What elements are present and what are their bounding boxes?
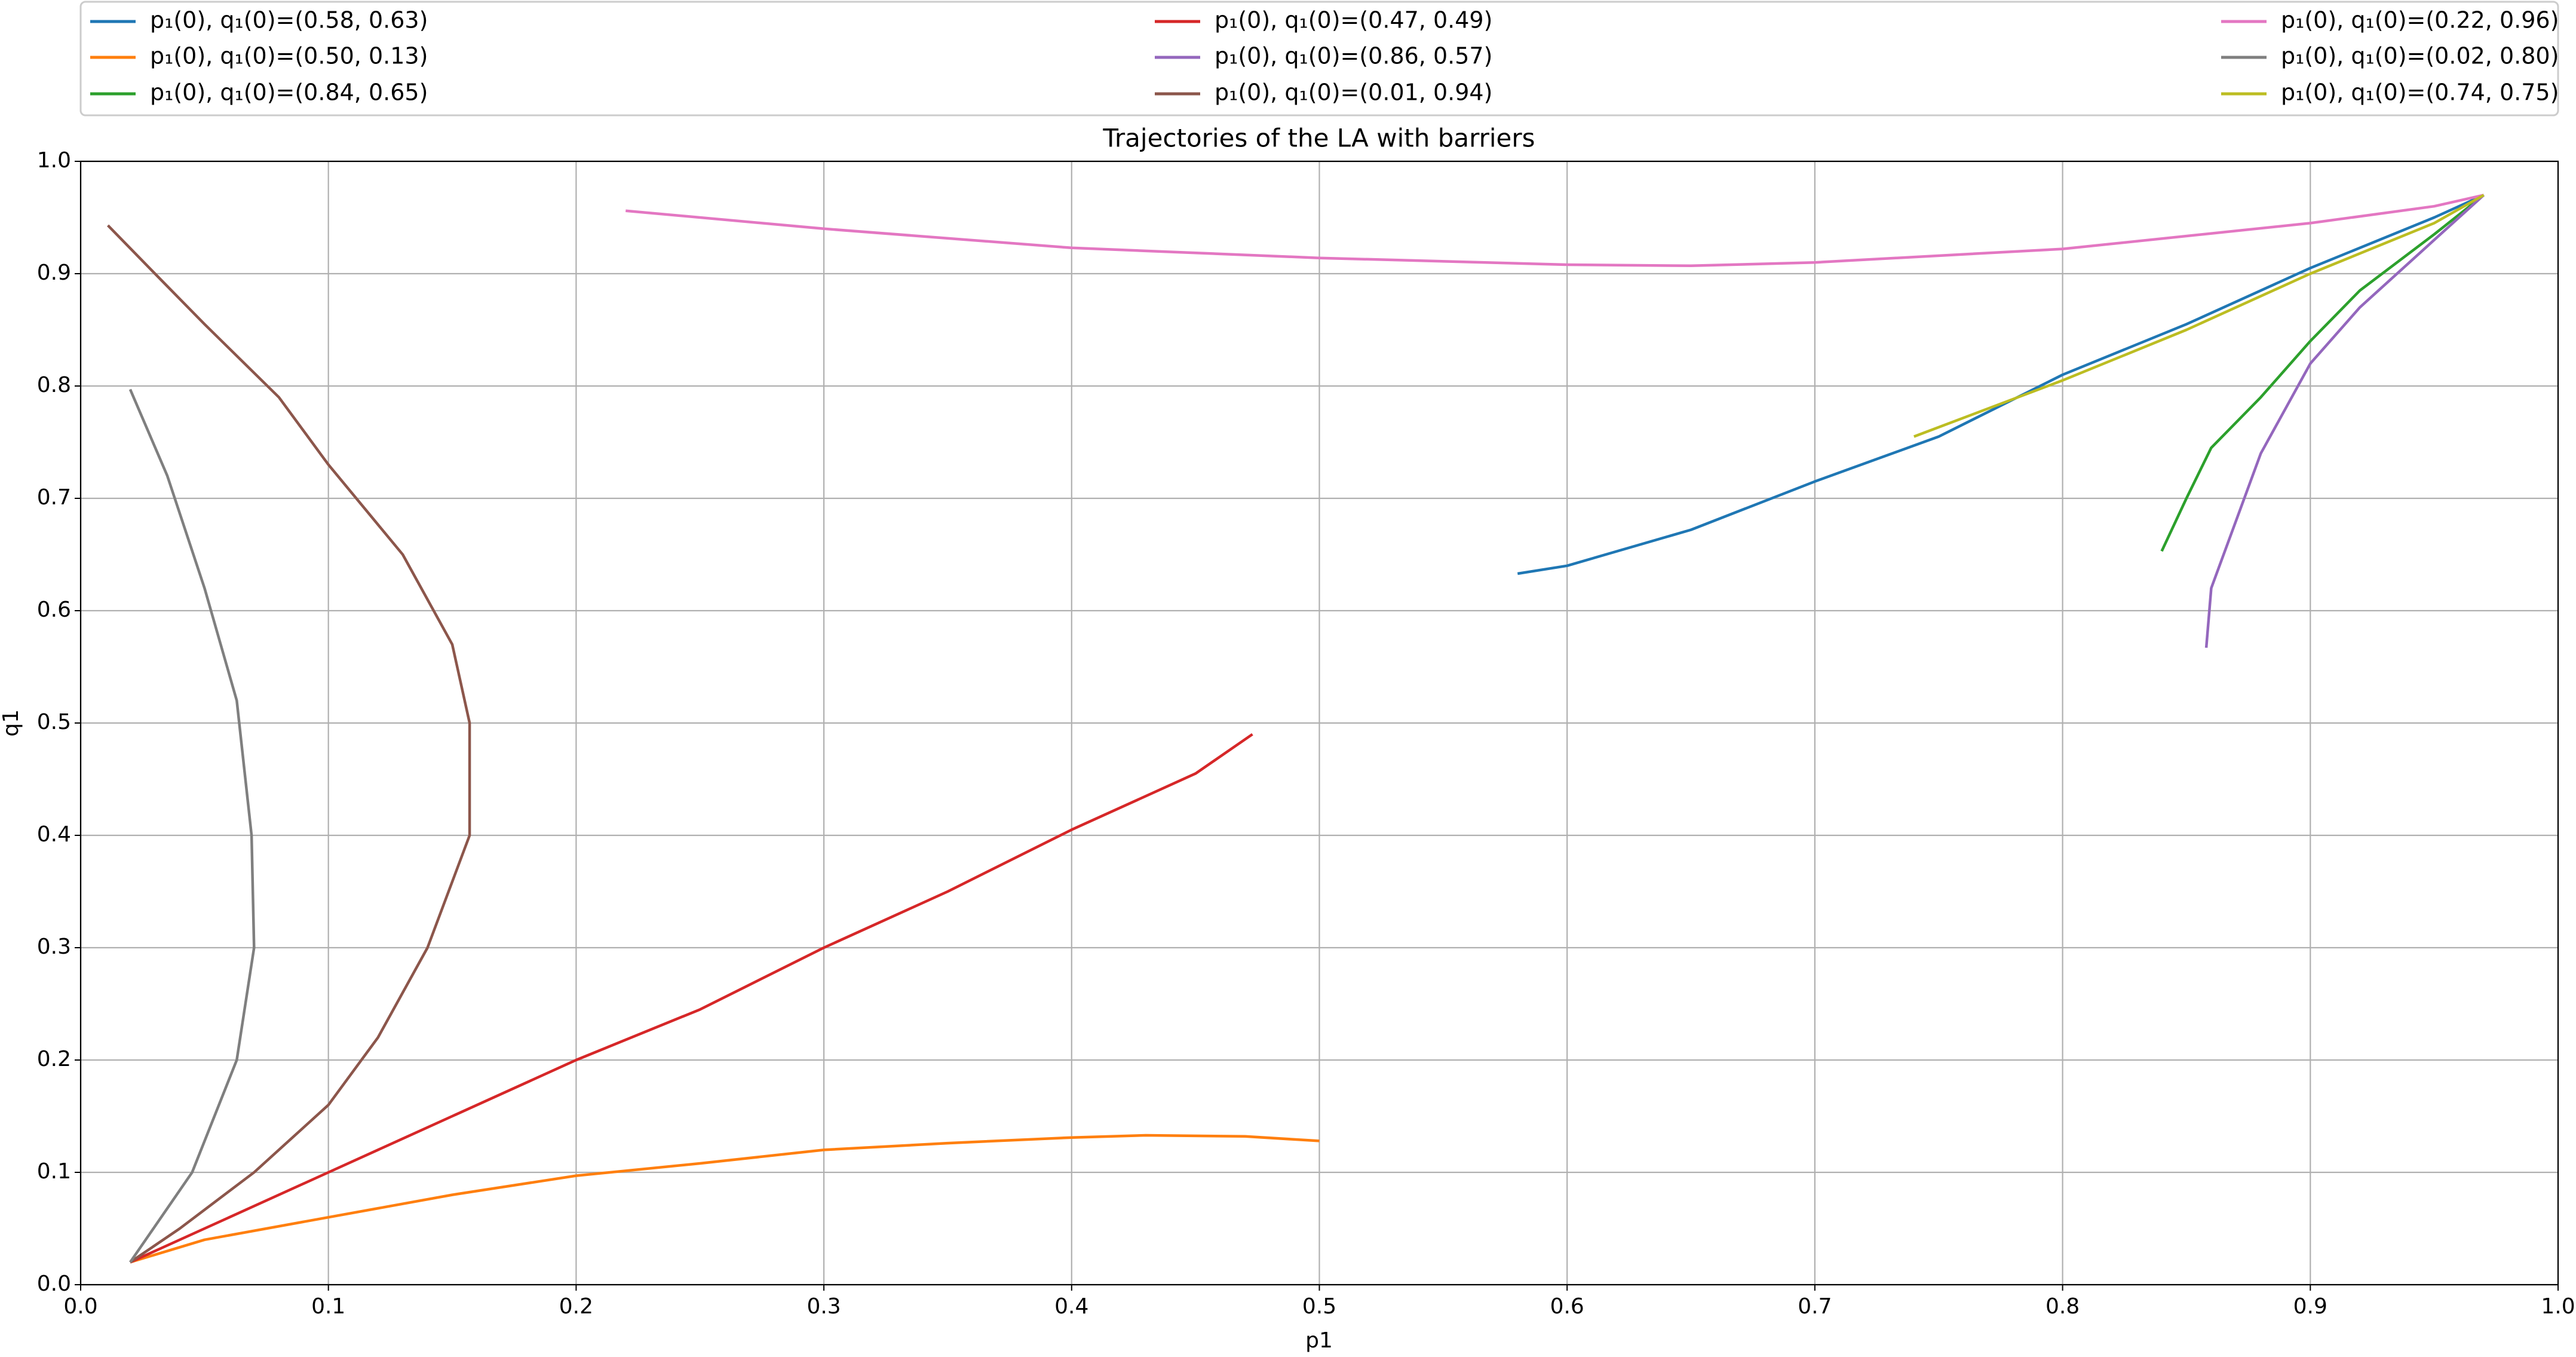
legend-label: p₁(0), q₁(0)=(0.86, 0.57) — [1215, 43, 1492, 69]
trajectory-line — [106, 224, 471, 1264]
y-tick-label: 0.6 — [37, 598, 71, 622]
y-tick-label: 0.3 — [37, 935, 71, 959]
x-tick-label: 0.2 — [559, 1294, 593, 1319]
trajectory-line — [1517, 194, 2485, 575]
y-tick-label: 0.5 — [37, 710, 71, 734]
trajectory-line — [2204, 194, 2485, 648]
trajectory-line — [129, 733, 1253, 1264]
legend-label: p₁(0), q₁(0)=(0.74, 0.75) — [2281, 79, 2559, 106]
legend-label: p₁(0), q₁(0)=(0.47, 0.49) — [1215, 7, 1492, 33]
legend-label: p₁(0), q₁(0)=(0.22, 0.96) — [2281, 7, 2559, 33]
trajectory-line — [2160, 194, 2485, 552]
x-tick-label: 0.4 — [1054, 1294, 1088, 1319]
x-axis-label: p1 — [1305, 1328, 1333, 1353]
legend-label: p₁(0), q₁(0)=(0.02, 0.80) — [2281, 43, 2559, 69]
y-tick-label: 0.2 — [37, 1047, 71, 1071]
legend-label: p₁(0), q₁(0)=(0.84, 0.65) — [150, 79, 428, 106]
y-tick-label: 0.4 — [37, 822, 71, 847]
y-axis-label: q1 — [0, 709, 23, 737]
x-tick-label: 1.0 — [2541, 1294, 2575, 1319]
x-tick-label: 0.7 — [1798, 1294, 1832, 1319]
plot-frame — [79, 160, 2559, 1286]
x-tick-label: 0.5 — [1302, 1294, 1336, 1319]
x-tick-label: 0.9 — [2293, 1294, 2327, 1319]
chart-title: Trajectories of the LA with barriers — [1102, 124, 1535, 153]
y-tick-label: 1.0 — [37, 148, 71, 173]
trajectory-line — [1913, 194, 2485, 438]
y-tick-label: 0.8 — [37, 373, 71, 397]
x-tick-label: 0.1 — [311, 1294, 345, 1319]
y-tick-label: 0.1 — [37, 1159, 71, 1184]
x-tick-label: 0.3 — [806, 1294, 841, 1319]
y-tick-label: 0.9 — [37, 261, 71, 285]
legend-label: p₁(0), q₁(0)=(0.01, 0.94) — [1215, 79, 1492, 106]
legend-label: p₁(0), q₁(0)=(0.58, 0.63) — [150, 7, 428, 33]
y-tick-label: 0.7 — [37, 485, 71, 510]
x-tick-label: 0.6 — [1550, 1294, 1584, 1319]
x-tick-label: 0.0 — [63, 1294, 97, 1319]
x-tick-label: 0.8 — [2046, 1294, 2080, 1319]
trajectory-line — [130, 1134, 1320, 1264]
legend-box — [79, 1, 2559, 117]
trajectory-line — [128, 388, 256, 1263]
trajectory-line — [625, 194, 2485, 268]
y-tick-label: 0.0 — [37, 1272, 71, 1296]
legend-label: p₁(0), q₁(0)=(0.50, 0.13) — [150, 43, 428, 69]
